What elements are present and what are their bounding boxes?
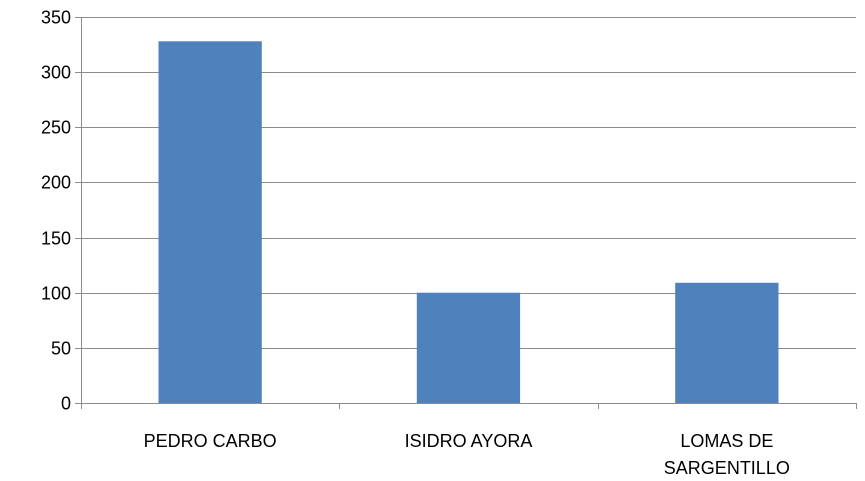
bars	[158, 41, 779, 404]
y-tick-label: 250	[41, 118, 71, 138]
bar	[675, 282, 779, 403]
x-tick-label: LOMAS DE SARGENTILLO	[664, 431, 790, 478]
y-tick-label: 50	[51, 339, 71, 359]
x-tick-label: PEDRO CARBO	[144, 431, 277, 451]
y-tick-label: 150	[41, 229, 71, 249]
x-tick-label-line: SARGENTILLO	[664, 458, 790, 478]
y-tick-label: 0	[61, 394, 71, 414]
y-tick-label: 200	[41, 173, 71, 193]
x-tick-label-line: LOMAS DE	[680, 431, 773, 451]
y-tick-labels: 0 50 100 150 200 250 300 350	[41, 8, 71, 414]
x-tick-label-line: PEDRO CARBO	[144, 431, 277, 451]
x-tick-label: ISIDRO AYORA	[405, 431, 533, 451]
y-tick-label: 100	[41, 284, 71, 304]
y-tick-label: 350	[41, 8, 71, 28]
x-tick-labels: PEDRO CARBO ISIDRO AYORA LOMAS DE SARGENTIL…	[144, 431, 790, 478]
bar	[158, 41, 262, 404]
bar	[416, 292, 521, 403]
y-tick-label: 300	[41, 63, 71, 83]
axes	[75, 17, 857, 409]
x-tick-label-line: ISIDRO AYORA	[405, 431, 533, 451]
